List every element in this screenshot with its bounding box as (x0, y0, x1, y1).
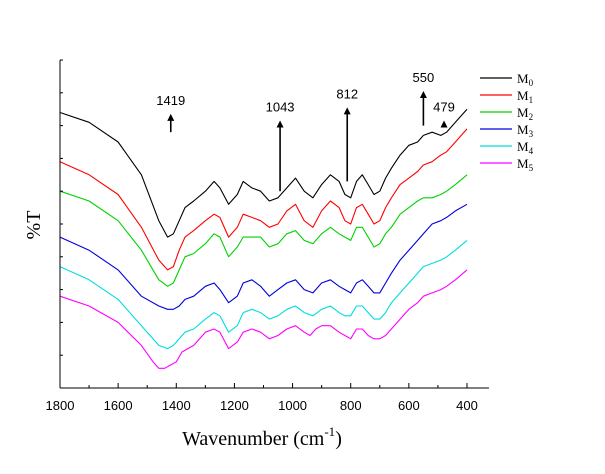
series-line-m4 (59, 239, 468, 350)
x-tick-label: 1200 (220, 398, 249, 413)
series-line-m1 (59, 128, 468, 271)
legend-label-m5: M5 (517, 156, 534, 173)
series-line-m5 (59, 269, 468, 369)
annotation-arrowhead-550 (419, 90, 427, 98)
legend-label-m4: M4 (517, 139, 534, 156)
series-line-m0 (59, 108, 468, 238)
legend-label-m3: M3 (517, 122, 534, 139)
annotation-label-1419: 1419 (156, 93, 185, 108)
tick-layer: 1800 1600 1400 1200 1000 800 600 400 (46, 59, 478, 413)
x-axis-title: Wavenumber (cm-1) (182, 424, 342, 450)
annotation-label-812: 812 (336, 86, 358, 101)
annotation-arrowhead-812 (343, 107, 351, 115)
x-tick-label: 1800 (46, 398, 75, 413)
annotation-arrowhead-1419 (167, 113, 175, 121)
x-tick-label: 800 (340, 398, 362, 413)
series-line-m2 (59, 174, 468, 287)
x-tick-label: 1000 (278, 398, 307, 413)
y-axis-title: %T (23, 211, 45, 240)
legend-label-m2: M2 (517, 105, 533, 122)
x-tick-label: 1400 (162, 398, 191, 413)
annotation-label-479: 479 (433, 99, 455, 114)
series-line-m3 (59, 203, 468, 310)
x-tick-label: 600 (398, 398, 420, 413)
annotation-arrowhead-1043 (276, 120, 284, 128)
x-tick-label: 1600 (104, 398, 133, 413)
legend-label-m0: M0 (517, 71, 534, 88)
annotation-layer: 1419 1043 812 550 479 (156, 70, 455, 192)
x-tick-label: 400 (456, 398, 478, 413)
series-layer (59, 108, 468, 369)
annotation-label-550: 550 (413, 70, 435, 85)
legend-label-m1: M1 (517, 88, 533, 105)
annotation-label-1043: 1043 (266, 99, 295, 114)
annotation-arrowhead-479 (440, 120, 448, 128)
